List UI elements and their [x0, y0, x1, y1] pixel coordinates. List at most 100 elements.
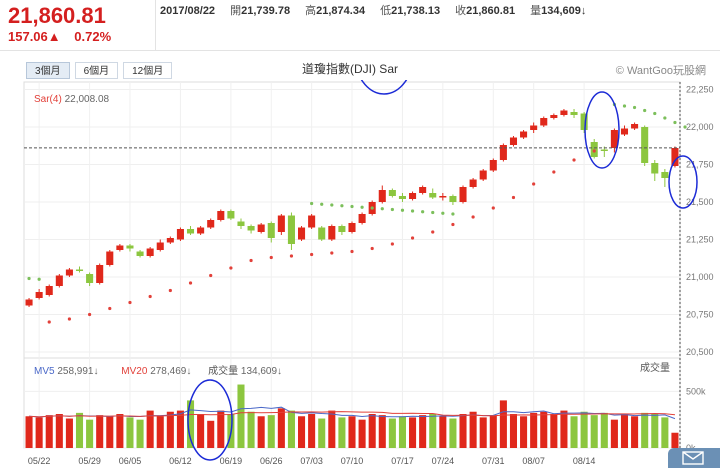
volume-bar	[429, 414, 437, 448]
candle-body	[388, 190, 396, 196]
x-tick-label: 06/19	[220, 456, 243, 466]
volume-legend: MV5 258,991↓ MV20 278,469↓ 成交量 134,609↓	[34, 364, 282, 377]
sar-dot-red	[47, 320, 51, 324]
volume-bar	[631, 416, 639, 448]
sar-dot-red	[108, 306, 112, 311]
range-3-months-button[interactable]: 3個月	[26, 62, 70, 79]
candle-body	[348, 223, 356, 232]
x-tick-label: 08/14	[573, 456, 596, 466]
sar-dot-green	[310, 201, 314, 206]
volume-bar	[106, 416, 114, 448]
x-tick-label: 08/07	[522, 456, 545, 466]
volume-bar	[55, 414, 63, 448]
candle-body	[277, 215, 285, 232]
candle-body	[419, 187, 427, 193]
sar-dot-red	[471, 215, 475, 219]
sar-dot-red	[451, 222, 455, 227]
candle-body	[520, 131, 528, 138]
candle-body	[126, 245, 134, 249]
sar-dot-red	[511, 195, 516, 200]
volume-bar	[197, 414, 205, 448]
sar-dot-green	[441, 211, 445, 215]
candle-body	[45, 286, 53, 295]
stock-chart: Sar(4) 22,008.08 MV5 258,991↓ MV20 278,4…	[23, 9, 714, 466]
volume-bar	[479, 417, 487, 448]
sar-dot-red	[330, 251, 334, 255]
volume-bar	[661, 417, 669, 448]
candle-body	[197, 227, 205, 234]
volume-bar	[540, 411, 548, 448]
chart-area: Sar(4) 22,008.08 MV5 258,991↓ MV20 278,4…	[0, 9, 720, 468]
x-tick-label: 05/29	[78, 456, 101, 466]
hand-drawn-circle-annotation	[187, 379, 233, 461]
volume-bar	[328, 410, 336, 448]
volume-bar	[641, 412, 649, 448]
candle-body	[136, 251, 144, 256]
candle-body	[449, 196, 457, 202]
range-6-months-button[interactable]: 6個月	[74, 62, 119, 79]
volume-bar	[86, 419, 94, 448]
volume-bar	[25, 416, 33, 448]
feedback-button[interactable]	[668, 448, 720, 468]
sar-dot-green	[380, 207, 384, 211]
volume-bar	[439, 416, 447, 448]
candle-body	[641, 127, 649, 163]
candle-body	[35, 292, 43, 298]
volume-bar	[318, 418, 326, 448]
candle-body	[116, 245, 124, 250]
sar-dot-red	[390, 242, 394, 246]
volume-bar	[116, 414, 124, 448]
sar-dot-green	[37, 277, 41, 281]
volume-bar	[378, 415, 386, 448]
volume-stat: 量134,609↓	[530, 5, 587, 17]
candle-body	[207, 220, 215, 228]
candle-body	[308, 215, 316, 228]
sar-dot-green	[431, 210, 435, 215]
change-percent: 0.72%	[74, 29, 112, 44]
candle-body	[550, 115, 558, 118]
hand-drawn-circle-annotation	[668, 155, 698, 209]
sar-dot-red	[592, 149, 596, 153]
x-tick-label: 06/12	[169, 456, 192, 466]
sar-dot-green	[622, 104, 627, 108]
volume-bar	[671, 432, 679, 448]
volume-bar	[550, 414, 558, 448]
candle-body	[217, 211, 225, 220]
candle-body	[671, 148, 679, 166]
candle-body	[318, 227, 326, 240]
candle-body	[55, 275, 63, 286]
volume-y-tick-label: 500k	[686, 386, 706, 396]
sar-dot-green	[632, 105, 637, 110]
volume-bar	[65, 418, 73, 448]
volume-bar	[257, 416, 265, 448]
sar-dot-green	[340, 204, 344, 208]
sar-dot-red	[148, 294, 152, 299]
volume-bar	[499, 400, 507, 448]
mail-icon	[682, 451, 704, 465]
volume-bar	[580, 411, 588, 448]
x-tick-label: 07/31	[482, 456, 505, 466]
sar-dot-red	[269, 255, 273, 260]
volume-bar	[287, 410, 295, 448]
candle-body	[25, 299, 33, 306]
quote-header: 21,860.81 157.06▲ 0.72% 2017/08/22 開21,7…	[0, 0, 720, 51]
volume-bar	[610, 419, 618, 448]
sar-dot-green	[400, 208, 405, 212]
candle-body	[600, 149, 608, 151]
volume-bar	[348, 416, 356, 448]
candle-body	[661, 172, 669, 178]
x-tick-label: 07/03	[300, 456, 323, 466]
sar-dot-green	[350, 204, 354, 209]
volume-bar	[570, 416, 578, 448]
candle-body	[580, 113, 588, 130]
range-12-months-button[interactable]: 12個月	[123, 62, 173, 79]
volume-bar	[237, 384, 245, 448]
brand-watermark: © WantGoo玩股網	[615, 65, 706, 77]
candle-body	[146, 248, 154, 256]
price-change: 157.06▲ 0.72%	[8, 29, 153, 45]
sar-dot-red	[431, 230, 435, 234]
volume-bar	[590, 415, 598, 448]
price-panel: Sar(4) 22,008.08	[24, 82, 687, 448]
volume-bar	[600, 412, 608, 448]
volume-panel: MV5 258,991↓ MV20 278,469↓ 成交量 134,609↓ …	[25, 361, 679, 448]
